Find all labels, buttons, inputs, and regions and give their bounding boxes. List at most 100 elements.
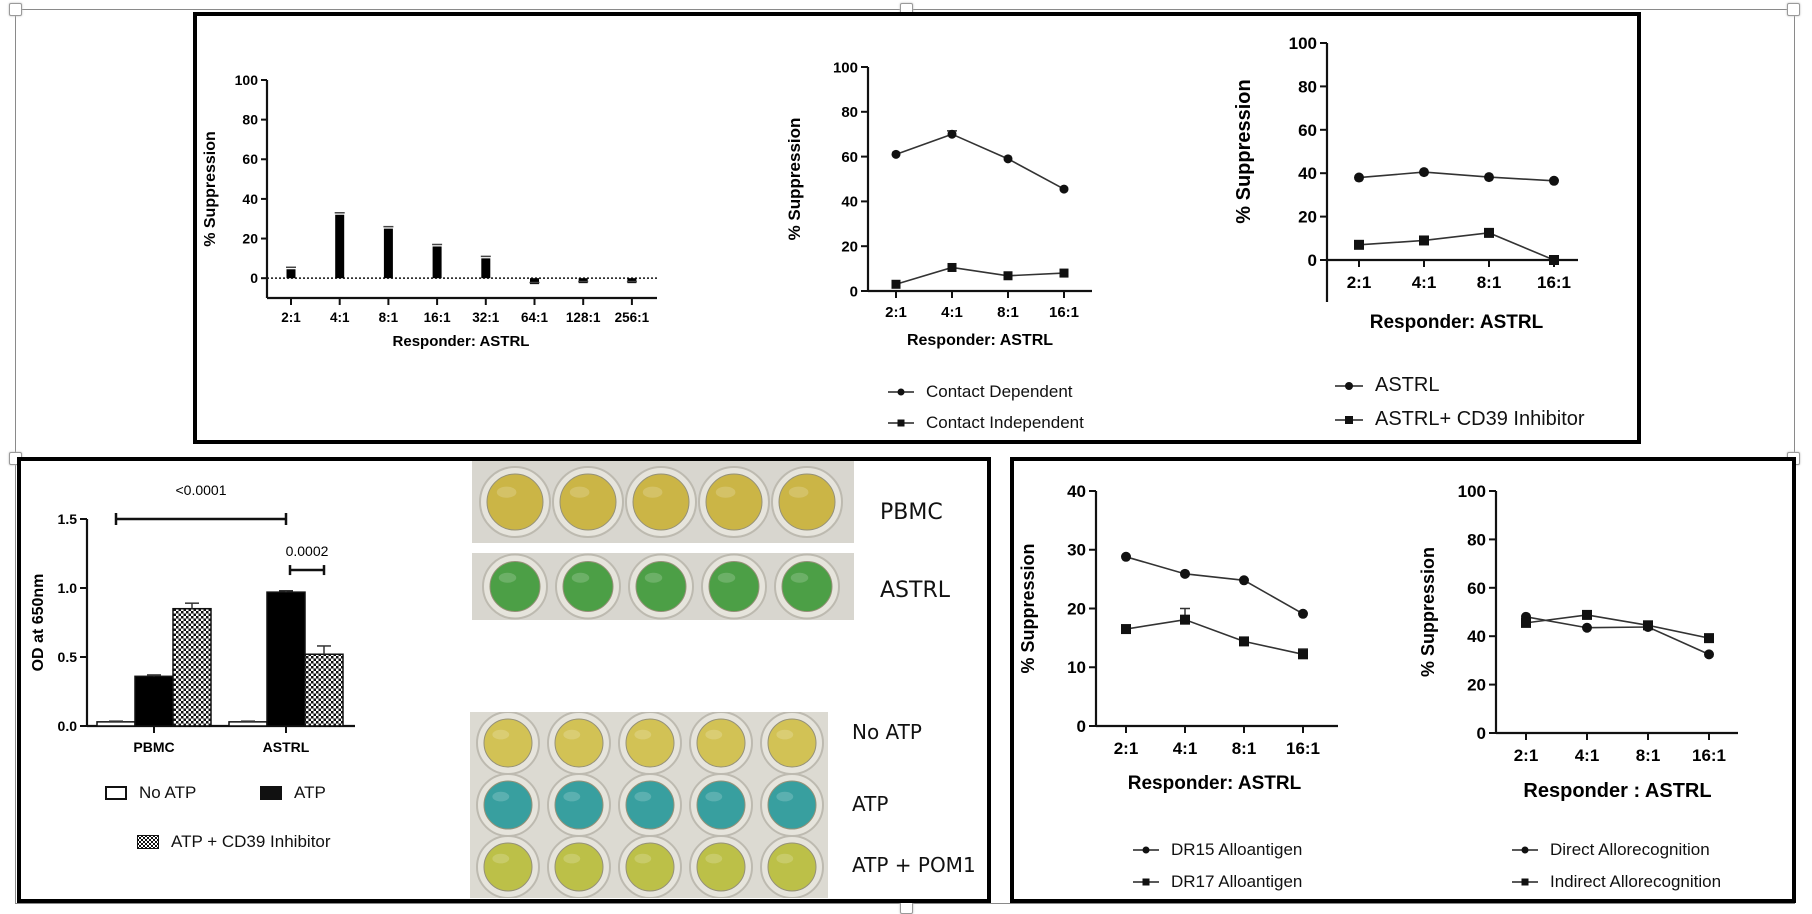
resize-handle-top-left[interactable] [9, 3, 22, 16]
y-tick-label: 100 [1289, 34, 1317, 53]
y-tick-label: 30 [1067, 541, 1086, 560]
x-tick-label: 4:1 [1412, 273, 1437, 292]
x-tick-label: 8:1 [1477, 273, 1502, 292]
data-point-square [1059, 268, 1069, 278]
x-tick-label: 4:1 [1575, 746, 1600, 765]
data-point-square [1419, 235, 1429, 246]
x-tick-label: 8:1 [379, 310, 399, 325]
y-tick-label: 1.5 [58, 511, 78, 527]
x-tick-label: 16:1 [1286, 739, 1320, 758]
well-highlight [776, 791, 794, 802]
series-line-1 [1125, 618, 1304, 656]
square-marker-icon [1133, 878, 1159, 886]
well-highlight [642, 486, 663, 498]
x-tick-label: 256:1 [615, 310, 650, 325]
well [554, 842, 604, 892]
photo-label-atp: ATP [852, 792, 889, 816]
square-marker-icon [1335, 415, 1363, 424]
y-tick-label: 20 [242, 230, 258, 246]
well [483, 718, 533, 768]
x-axis-title: Responder: ASTRL [393, 333, 530, 350]
well [696, 718, 746, 768]
data-point-square [1704, 633, 1714, 644]
chart-contact-dependence-line: 0 20 40 60 80 100 % Suppression 2:1 4:1 8:1 16:1 Re… [785, 59, 1092, 349]
y-tick-label: 100 [235, 72, 259, 88]
p-value-label: <0.0001 [176, 482, 227, 498]
well-highlight [492, 729, 510, 740]
legend-contact-dependent: Contact Dependent [888, 382, 1073, 402]
bar [481, 258, 491, 279]
y-tick-label: 0.0 [58, 718, 78, 734]
well-highlight [776, 729, 794, 740]
data-point-square [1298, 649, 1308, 660]
well-highlight [634, 729, 652, 740]
chart-allorecognition-line: 0 20 40 60 80 100 % Suppression 2:1 4:1 8:1 16:1 Re… [1418, 482, 1738, 801]
x-tick-label: 8:1 [1232, 739, 1257, 758]
photo-label-atp-pom1: ATP + POM1 [852, 853, 976, 877]
x-tick-label: 2:1 [885, 304, 907, 321]
data-point-square [1643, 620, 1653, 631]
well-highlight [705, 791, 723, 802]
y-tick-label: 20 [1067, 599, 1086, 618]
legend-dr15: DR15 Alloantigen [1133, 840, 1302, 860]
panel-top [193, 12, 1641, 444]
y-tick-label: 20 [1298, 208, 1317, 227]
data-point-circle [1298, 608, 1308, 619]
y-tick-label: 1.0 [58, 580, 78, 596]
well [778, 473, 836, 531]
well-highlight [644, 572, 663, 583]
y-tick-label: 100 [833, 59, 858, 76]
circle-marker-icon [1335, 381, 1363, 390]
x-tick-label: 8:1 [997, 304, 1019, 321]
y-tick-label: 0.5 [58, 649, 78, 665]
x-tick-label: 2:1 [1114, 739, 1139, 758]
resize-handle-top-right[interactable] [1787, 3, 1800, 16]
y-tick-label: 20 [1467, 676, 1486, 695]
well-highlight [790, 572, 809, 583]
x-tick-label: 4:1 [941, 304, 963, 321]
y-axis-title: % Suppression [785, 118, 804, 241]
well [554, 780, 604, 830]
well-highlight [492, 791, 510, 802]
legend-label: Indirect Allorecognition [1550, 872, 1722, 891]
well-highlight [715, 486, 736, 498]
chart-alloantigen-line: 0 10 20 30 40 % Suppression 2:1 4:1 8:1 16:1 Respo… [1018, 482, 1338, 794]
well [708, 561, 760, 612]
y-tick-label: 40 [1467, 627, 1486, 646]
legend-dr17: DR17 Alloantigen [1133, 872, 1302, 892]
legend-atp: ATP [260, 783, 326, 803]
well [559, 473, 617, 531]
chart-od650-bar: 0.0 0.5 1.0 1.5 OD at 650nm PBMC ASTRL <0.0001 0… [30, 482, 355, 755]
legend-label: ASTRL [1375, 374, 1440, 396]
photo-label-pbmc: PBMC [880, 500, 943, 525]
y-tick-label: 0 [1308, 251, 1317, 270]
well-highlight [496, 486, 517, 498]
y-tick-label: 20 [841, 238, 858, 255]
y-tick-label: 10 [1067, 658, 1086, 677]
bar-astrl-0 [228, 721, 268, 727]
x-tick-label: 4:1 [330, 310, 350, 325]
well [767, 842, 817, 892]
circle-marker-icon [1133, 846, 1159, 854]
well-highlight [776, 853, 794, 864]
series-line-1 [895, 266, 1065, 286]
x-axis-title: Responder: ASTRL [1128, 773, 1302, 794]
data-point-square [1484, 227, 1494, 238]
legend-label: DR15 Alloantigen [1171, 840, 1303, 859]
well [781, 561, 833, 612]
photo-label-astrl: ASTRL [880, 578, 950, 603]
legend-astrl-cd39: ASTRL+ CD39 Inhibitor [1335, 408, 1585, 431]
well-highlight [705, 853, 723, 864]
photo-label-no-atp: No ATP [852, 720, 922, 744]
y-axis-title: OD at 650nm [30, 574, 47, 672]
series-line-1 [1358, 232, 1555, 261]
y-axis-title: % Suppression [1018, 543, 1038, 673]
y-tick-label: 0 [850, 283, 858, 300]
y-tick-label: 0 [250, 270, 258, 286]
well-highlight [569, 486, 590, 498]
y-tick-label: 80 [242, 112, 258, 128]
data-point-square [1549, 255, 1559, 265]
legend-label: ATP [294, 783, 326, 802]
bar-pbmc-0 [96, 721, 136, 727]
data-point-square [1582, 609, 1592, 620]
